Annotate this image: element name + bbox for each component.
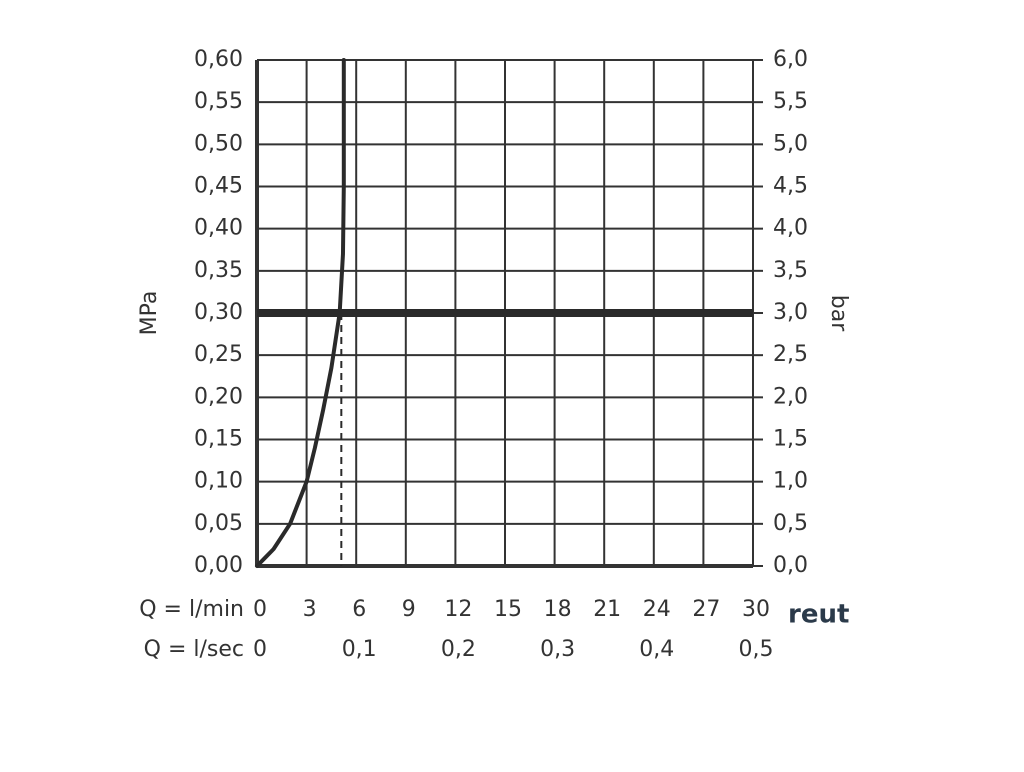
x-tick-label: 18: [544, 597, 572, 622]
y2-tick-label: 6,0: [773, 47, 808, 72]
x-tick-label: 15: [494, 597, 522, 622]
x-tick-label: 21: [593, 597, 621, 622]
y-tick-label: 0,25: [194, 342, 243, 367]
x2-axis-label: Q = l/sec: [144, 637, 244, 662]
x2-tick-label: 0,2: [441, 637, 476, 662]
y2-tick-label: 0,0: [773, 553, 808, 578]
y2-tick-label: 4,0: [773, 216, 808, 241]
y-tick-label: 0,55: [194, 89, 243, 114]
y-tick-label: 0,20: [194, 384, 243, 409]
y-tick-label: 0,40: [194, 216, 243, 241]
x2-tick-label: 0: [253, 637, 267, 662]
y-tick-label: 0,60: [194, 47, 243, 72]
x-axis-label: Q = l/min: [139, 597, 244, 622]
y-tick-label: 0,35: [194, 258, 243, 283]
x-tick-label: 24: [643, 597, 671, 622]
y2-tick-label: 2,5: [773, 342, 808, 367]
y-tick-label: 0,10: [194, 469, 243, 494]
x2-tick-label: 0,5: [739, 637, 774, 662]
y2-tick-label: 4,5: [773, 174, 808, 199]
curve: [255, 58, 346, 568]
y2-tick-label: 5,5: [773, 89, 808, 114]
y2-tick-label: 3,5: [773, 258, 808, 283]
y2-tick-label: 1,5: [773, 427, 808, 452]
y2-tick-label: 5,0: [773, 131, 808, 156]
y2-tick-label: 2,0: [773, 384, 808, 409]
x2-tick-label: 0,4: [639, 637, 674, 662]
x-tick-label: 9: [402, 597, 416, 622]
x-tick-label: 0: [253, 597, 267, 622]
y2-axis-label: bar: [826, 295, 851, 332]
y-tick-label: 0,50: [194, 131, 243, 156]
y2-tick-label: 1,0: [773, 469, 808, 494]
x-tick-label: 12: [444, 597, 472, 622]
x-tick-label: 30: [742, 597, 770, 622]
x-tick-label: 27: [692, 597, 720, 622]
y-tick-label: 0,30: [194, 300, 243, 325]
x-tick-label: 6: [352, 597, 366, 622]
y-axis-label: MPa: [137, 291, 162, 336]
y2-tick-label: 3,0: [773, 300, 808, 325]
y-tick-label: 0,15: [194, 427, 243, 452]
x2-tick-label: 0,3: [540, 637, 575, 662]
y2-tick-label: 0,5: [773, 511, 808, 536]
y-tick-label: 0,00: [194, 553, 243, 578]
y-tick-label: 0,45: [194, 174, 243, 199]
watermark: reut: [788, 600, 849, 630]
x-tick-label: 3: [303, 597, 317, 622]
x2-tick-label: 0,1: [342, 637, 377, 662]
y-tick-label: 0,05: [194, 511, 243, 536]
